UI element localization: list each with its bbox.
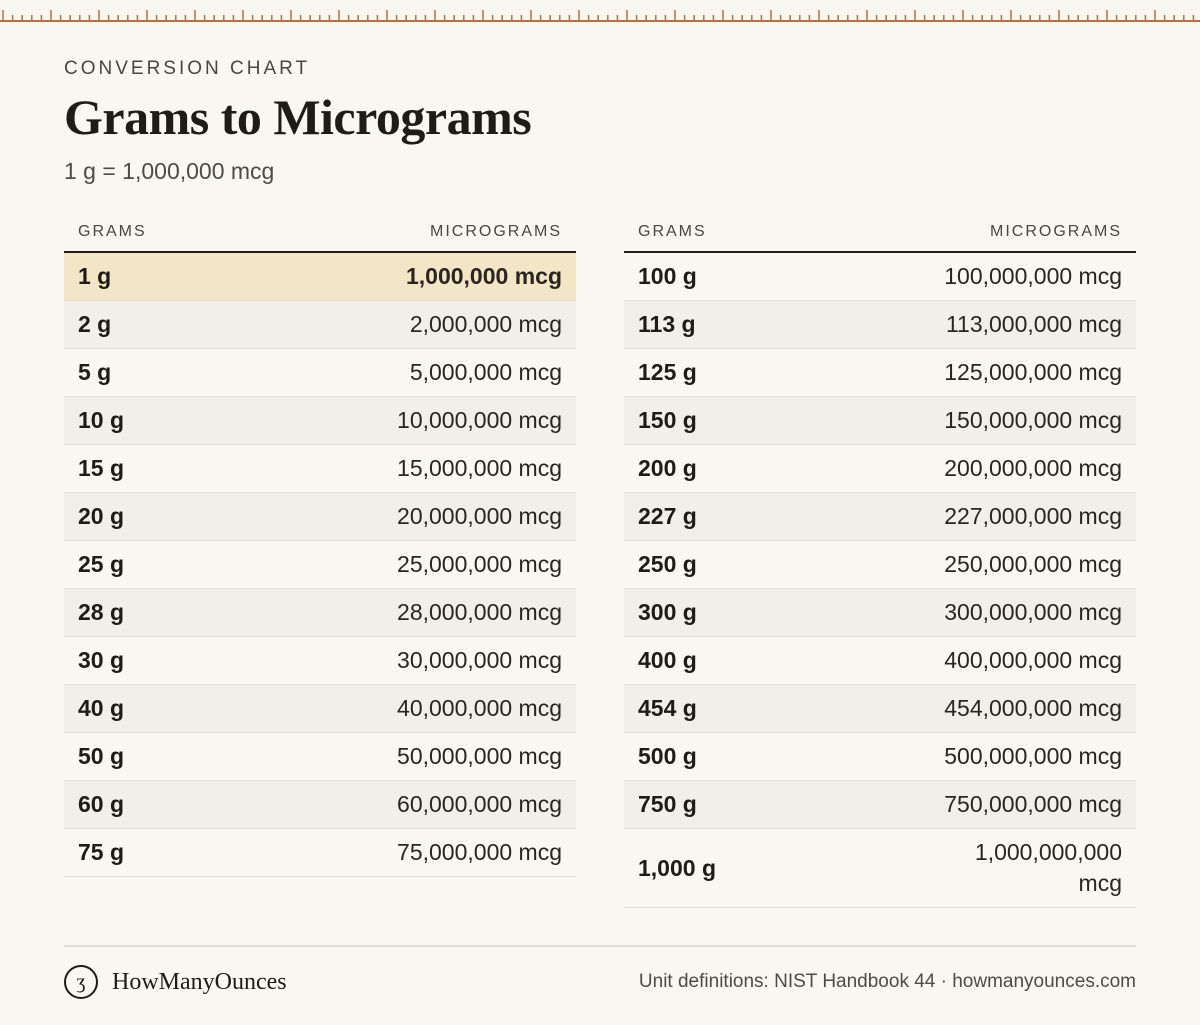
micrograms-cell: 200,000,000 mcg [944, 455, 1122, 481]
grams-cell: 25 g [78, 551, 125, 577]
table-row: 60 g 60,000,000 mcg [64, 781, 576, 829]
grams-cell: 227 g [638, 503, 697, 529]
micrograms-cell: 750,000,000 mcg [944, 791, 1122, 817]
grams-cell: 20 g [78, 503, 125, 529]
grams-cell: 40 g [78, 695, 125, 721]
grams-cell: 500 g [638, 743, 697, 769]
brand[interactable]: ʒ HowManyOunces [64, 965, 287, 999]
micrograms-cell: 454,000,000 mcg [944, 695, 1122, 721]
micrograms-cell: 20,000,000 mcg [397, 503, 562, 529]
table-row: 125 g 125,000,000 mcg [624, 349, 1136, 397]
table-row: 150 g 150,000,000 mcg [624, 397, 1136, 445]
grams-cell: 125 g [638, 359, 697, 385]
grams-cell: 100 g [638, 263, 697, 289]
grams-cell: 28 g [78, 599, 125, 625]
micrograms-cell: 125,000,000 mcg [944, 359, 1122, 385]
table-row: 10 g 10,000,000 mcg [64, 397, 576, 445]
micrograms-cell: 75,000,000 mcg [397, 839, 562, 865]
brand-logo-icon: ʒ [64, 965, 98, 999]
grams-cell: 15 g [78, 455, 125, 481]
grams-cell: 150 g [638, 407, 697, 433]
grams-column-header: GRAMS [78, 222, 147, 240]
micrograms-column-header: MICROGRAMS [990, 222, 1122, 240]
table-body: 1 g 1,000,000 mcg 2 g 2,000,000 mcg 5 g 5,000… [64, 253, 576, 877]
micrograms-cell: 2,000,000 mcg [409, 311, 562, 337]
table-row: 750 g 750,000,000 mcg [624, 781, 1136, 829]
table-row: 227 g 227,000,000 mcg [624, 493, 1136, 541]
table-body: 100 g 100,000,000 mcg 113 g 113,000,000 mcg… [624, 253, 1136, 908]
table-header: GRAMS MICROGRAMS [64, 212, 576, 253]
micrograms-cell: 15,000,000 mcg [397, 455, 562, 481]
grams-cell: 400 g [638, 647, 697, 673]
table-row: 5 g 5,000,000 mcg [64, 349, 576, 397]
table-row: 500 g 500,000,000 mcg [624, 733, 1136, 781]
table-row: 15 g 15,000,000 mcg [64, 445, 576, 493]
table-row: 300 g 300,000,000 mcg [624, 589, 1136, 637]
table-row: 20 g 20,000,000 mcg [64, 493, 576, 541]
micrograms-cell: 400,000,000 mcg [944, 647, 1122, 673]
grams-cell: 200 g [638, 455, 697, 481]
grams-cell: 113 g [638, 311, 696, 337]
micrograms-cell: 28,000,000 mcg [397, 599, 562, 625]
source-note: Unit definitions: NIST Handbook 44 · how… [638, 971, 1136, 992]
table-row: 30 g 30,000,000 mcg [64, 637, 576, 685]
table-row: 100 g 100,000,000 mcg [624, 253, 1136, 301]
conversion-formula: 1 g = 1,000,000 mcg [64, 158, 275, 184]
eyebrow-label: CONVERSION CHART [64, 58, 311, 79]
ruler-decoration [0, 0, 1200, 22]
grams-cell: 250 g [638, 551, 697, 577]
page-title: Grams to Micrograms [64, 89, 532, 145]
micrograms-cell: 10,000,000 mcg [397, 407, 562, 433]
grams-cell: 50 g [78, 743, 125, 769]
footer-divider [64, 945, 1136, 947]
micrograms-cell: 25,000,000 mcg [397, 551, 562, 577]
table-row: 50 g 50,000,000 mcg [64, 733, 576, 781]
grams-cell: 30 g [78, 647, 125, 673]
table-row: 454 g 454,000,000 mcg [624, 685, 1136, 733]
table-row: 25 g 25,000,000 mcg [64, 541, 576, 589]
micrograms-cell: 100,000,000 mcg [944, 263, 1122, 289]
table-row: 1,000 g 1,000,000,000 mcg [624, 829, 1136, 908]
grams-cell: 10 g [78, 407, 125, 433]
micrograms-column-header: MICROGRAMS [430, 222, 562, 240]
grams-cell: 2 g [78, 311, 112, 337]
table-row: 40 g 40,000,000 mcg [64, 685, 576, 733]
micrograms-cell: 40,000,000 mcg [397, 695, 562, 721]
right-conversion-table: GRAMS MICROGRAMS 100 g 100,000,000 mcg 113… [624, 212, 1136, 908]
table-row: 75 g 75,000,000 mcg [64, 829, 576, 877]
grams-cell: 300 g [638, 599, 697, 625]
grams-cell: 60 g [78, 791, 125, 817]
table-row: 250 g 250,000,000 mcg [624, 541, 1136, 589]
table-row: 200 g 200,000,000 mcg [624, 445, 1136, 493]
grams-cell: 5 g [78, 359, 112, 385]
grams-cell: 750 g [638, 791, 697, 817]
left-conversion-table: GRAMS MICROGRAMS 1 g 1,000,000 mcg 2 g 2,00… [64, 212, 576, 877]
micrograms-cell: 60,000,000 mcg [397, 791, 562, 817]
grams-cell: 454 g [638, 695, 697, 721]
grams-cell: 75 g [78, 839, 125, 865]
micrograms-cell: 1,000,000,000 mcg [974, 839, 1122, 896]
micrograms-cell: 1,000,000 mcg [405, 263, 562, 289]
table-row: 1 g 1,000,000 mcg [64, 253, 576, 301]
brand-name: HowManyOunces [112, 968, 287, 995]
micrograms-cell: 250,000,000 mcg [944, 551, 1122, 577]
grams-column-header: GRAMS [638, 222, 707, 240]
ruler-ticks [2, 10, 1195, 22]
micrograms-cell: 227,000,000 mcg [944, 503, 1122, 529]
micrograms-cell: 500,000,000 mcg [944, 743, 1122, 769]
micrograms-cell: 50,000,000 mcg [397, 743, 562, 769]
micrograms-cell: 5,000,000 mcg [409, 359, 562, 385]
table-row: 113 g 113,000,000 mcg [624, 301, 1136, 349]
micrograms-cell: 30,000,000 mcg [397, 647, 562, 673]
grams-cell: 1,000 g [638, 854, 716, 881]
table-row: 28 g 28,000,000 mcg [64, 589, 576, 637]
table-row: 2 g 2,000,000 mcg [64, 301, 576, 349]
table-header: GRAMS MICROGRAMS [624, 212, 1136, 253]
table-row: 400 g 400,000,000 mcg [624, 637, 1136, 685]
micrograms-cell: 300,000,000 mcg [944, 599, 1122, 625]
micrograms-cell: 150,000,000 mcg [944, 407, 1122, 433]
micrograms-cell: 113,000,000 mcg [945, 311, 1122, 337]
grams-cell: 1 g [78, 263, 112, 289]
